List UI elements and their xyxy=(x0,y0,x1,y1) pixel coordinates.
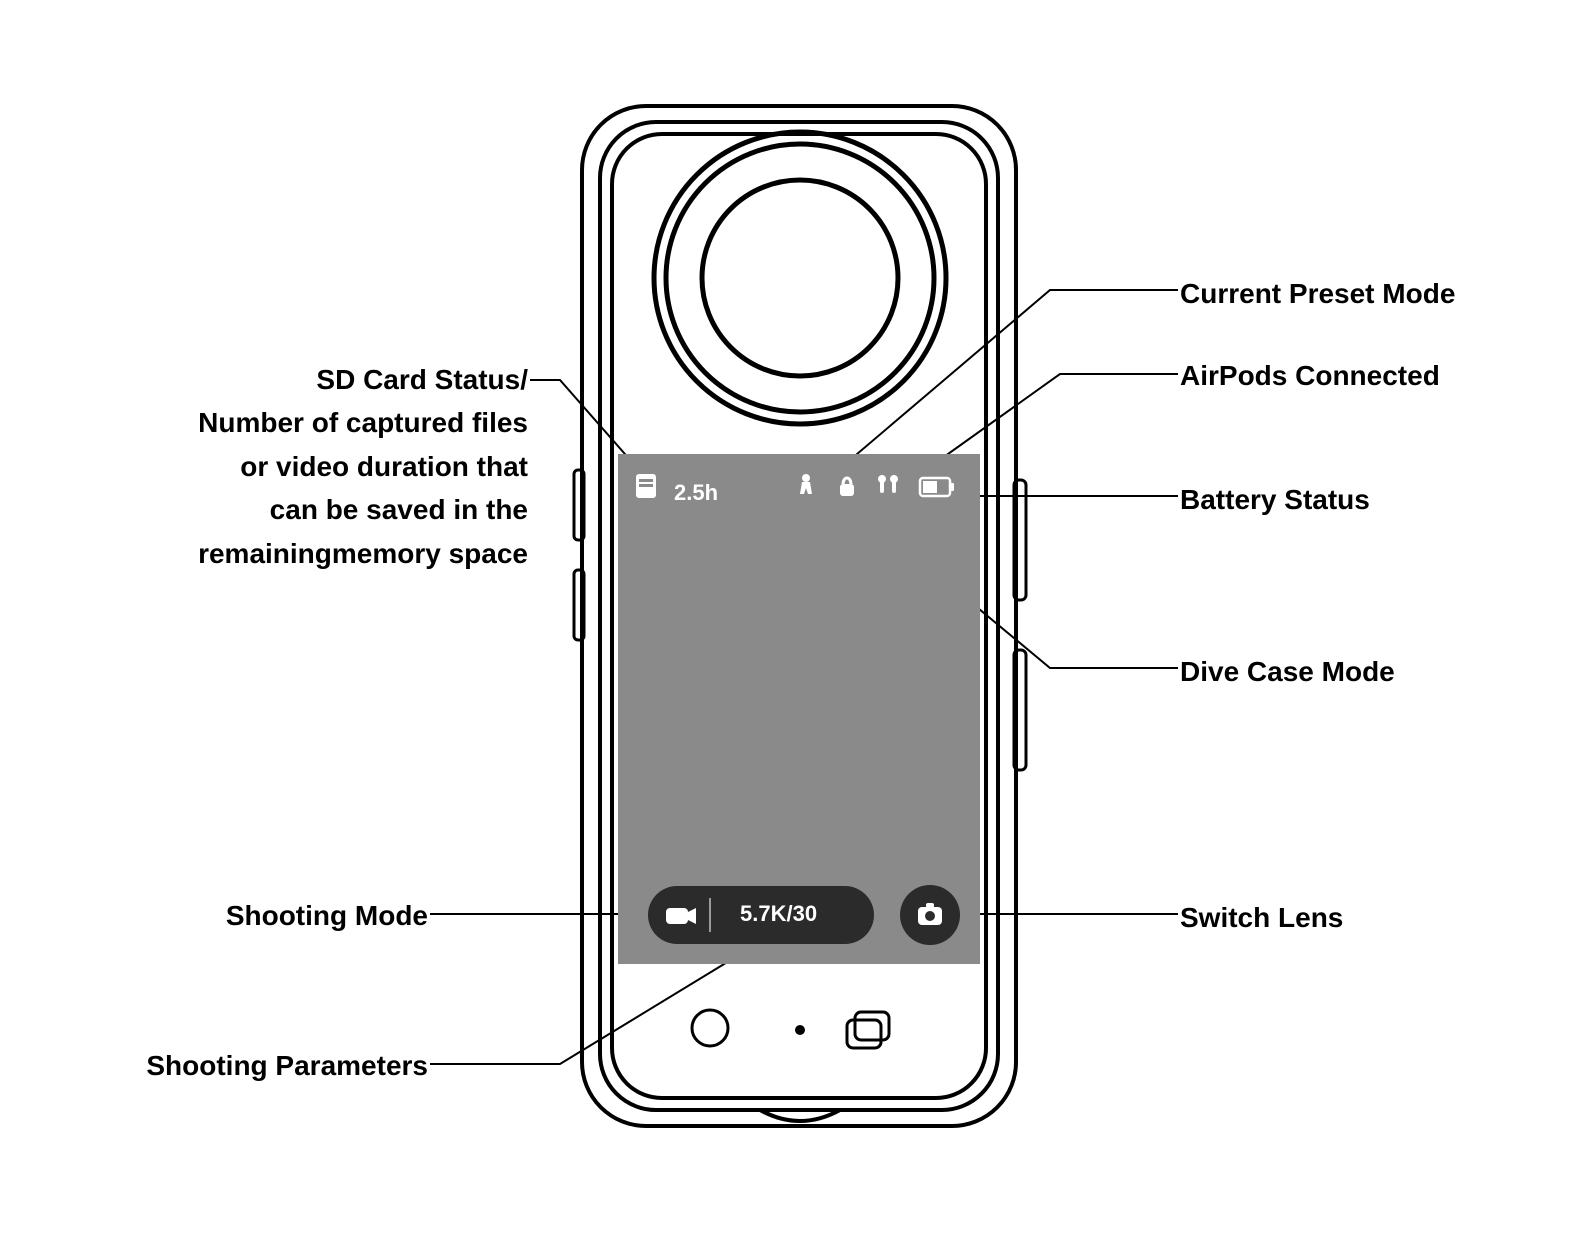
label-switch-lens: Switch Lens xyxy=(1180,896,1560,939)
hw-indicator-dot xyxy=(795,1025,805,1035)
label-airpods: AirPods Connected xyxy=(1180,354,1560,397)
hw-button-left xyxy=(692,1010,728,1046)
label-battery: Battery Status xyxy=(1180,478,1560,521)
label-shooting-mode: Shooting Mode xyxy=(28,894,428,937)
label-sd-card: SD Card Status/ Number of captured files… xyxy=(28,358,528,575)
sd-card-icon xyxy=(636,474,656,498)
label-shooting-params: Shooting Parameters xyxy=(28,1044,428,1087)
label-dive: Dive Case Mode xyxy=(1180,650,1560,693)
shooting-params-text: 5.7K/30 xyxy=(740,901,817,927)
video-mode-icon xyxy=(666,908,696,924)
hw-button-gallery xyxy=(847,1012,889,1048)
diagram-stage: 2.5h 5.7K/30 SD Card Status/ Number of c… xyxy=(0,0,1584,1251)
label-preset: Current Preset Mode xyxy=(1180,272,1560,315)
sd-remaining-text: 2.5h xyxy=(674,480,718,506)
